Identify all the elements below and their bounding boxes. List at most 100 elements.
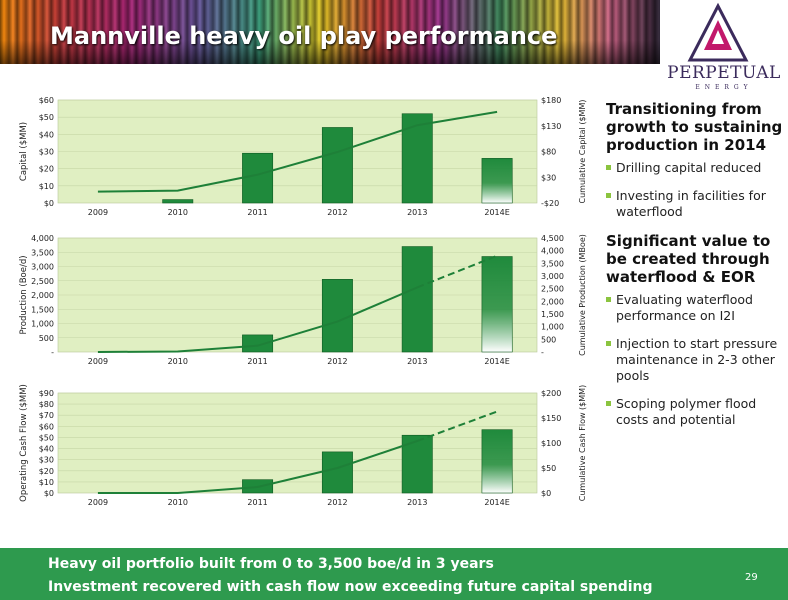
x-tick-label: 2011 bbox=[247, 208, 267, 217]
bar bbox=[242, 334, 274, 353]
y-tick-label: $20 bbox=[39, 165, 54, 174]
series-line-forecast bbox=[416, 254, 498, 289]
sidebar-heading-1: Transitioning from growth to sustaining … bbox=[606, 100, 783, 154]
y-tick-label: 500 bbox=[39, 334, 54, 343]
series-line-forecast bbox=[416, 410, 498, 442]
x-tick-label: 2014E bbox=[484, 208, 509, 217]
x-tick-label: 2012 bbox=[327, 357, 347, 366]
bar bbox=[242, 152, 274, 204]
y2-tick-label: 1,000 bbox=[541, 323, 564, 332]
header-banner bbox=[0, 0, 788, 64]
slide-title: Mannville heavy oil play performance bbox=[50, 22, 558, 50]
perpetual-logo-icon bbox=[687, 2, 749, 62]
y2-tick-label: 2,000 bbox=[541, 297, 564, 306]
sidebar-heading-2: Significant value to be created through … bbox=[606, 232, 771, 286]
bar bbox=[481, 158, 513, 204]
y2-tick-label: $100 bbox=[541, 439, 561, 448]
y-tick-label: $30 bbox=[39, 456, 54, 465]
bar bbox=[401, 113, 433, 204]
bar bbox=[321, 451, 353, 494]
y2-tick-label: 500 bbox=[541, 335, 556, 344]
footer-bar bbox=[0, 548, 788, 600]
logo-sub: ENERGY bbox=[695, 84, 753, 91]
bullet-item: Investing in facilities for waterflood bbox=[606, 188, 784, 220]
y2-tick-label: 2,500 bbox=[541, 285, 564, 294]
logo bbox=[660, 0, 788, 100]
footer-line-1: Heavy oil portfolio built from 0 to 3,50… bbox=[48, 556, 494, 572]
footer-line-2: Investment recovered with cash flow now … bbox=[48, 579, 653, 595]
y-tick-label: 2,000 bbox=[31, 291, 54, 300]
y-axis-title: Production (Boe/d) bbox=[19, 255, 29, 334]
bar bbox=[321, 127, 353, 204]
y-tick-label: $90 bbox=[39, 389, 54, 398]
x-tick-label: 2010 bbox=[168, 357, 188, 366]
y-tick-label: $0 bbox=[44, 199, 54, 208]
header-shade bbox=[0, 40, 788, 64]
bullet-item: Evaluating waterflood performance on I2I bbox=[606, 292, 784, 324]
plot-area bbox=[57, 392, 538, 494]
charts-area: $0 $10 $20 $30 $40 $50 $60 - $20 $30 $80 $130 $180 Ca… bbox=[19, 96, 587, 507]
y-tick-label: 3,500 bbox=[31, 248, 54, 257]
x-tick-label: 2014E bbox=[484, 357, 509, 366]
y2-tick-label: 3,000 bbox=[541, 272, 564, 281]
y-axis-title: Operating Cash Flow ($MM) bbox=[19, 384, 29, 502]
y2-axis-title: Cumulative Production (MBoe) bbox=[578, 234, 587, 356]
sidebar: Transitioning from growth to sustaining … bbox=[606, 100, 784, 440]
x-tick-label: 2010 bbox=[168, 498, 188, 507]
y2-tick-label: $130 bbox=[541, 122, 561, 131]
y-tick-label: $0 bbox=[44, 489, 54, 498]
y-tick-label: $10 bbox=[39, 182, 54, 191]
y-tick-label: - bbox=[51, 348, 54, 357]
x-tick-label: 2012 bbox=[327, 498, 347, 507]
y-tick-label: $40 bbox=[39, 130, 54, 139]
x-tick-label: 2009 bbox=[88, 357, 108, 366]
y-tick-label: 2,500 bbox=[31, 277, 54, 286]
y-axis-title: Capital ($MM) bbox=[19, 122, 29, 181]
bar bbox=[401, 246, 433, 353]
x-tick-label: 2013 bbox=[407, 498, 427, 507]
y-tick-label: 4,000 bbox=[31, 234, 54, 243]
bullet-item: Drilling capital reduced bbox=[606, 160, 784, 176]
y-tick-label: $50 bbox=[39, 433, 54, 442]
x-tick-label: 2009 bbox=[88, 498, 108, 507]
bullet-item: Injection to start pressure maintenance … bbox=[606, 336, 784, 384]
y2-tick-label: $180 bbox=[541, 96, 561, 105]
y-tick-label: 1,500 bbox=[31, 305, 54, 314]
x-tick-label: 2011 bbox=[247, 357, 267, 366]
bar bbox=[481, 256, 513, 353]
y2-tick-label: 4,500 bbox=[541, 234, 564, 243]
x-tick-label: 2013 bbox=[407, 357, 427, 366]
y2-tick-label: $150 bbox=[541, 414, 561, 423]
y2-tick-label: 3,500 bbox=[541, 259, 564, 268]
logo-name: PERPETUAL bbox=[667, 63, 781, 83]
y2-tick-label: $200 bbox=[541, 389, 561, 398]
y2-tick-label: $80 bbox=[541, 148, 556, 157]
y2-axis-title: Cumulative Cash Flow ($MM) bbox=[578, 385, 587, 501]
x-tick-label: 2009 bbox=[88, 208, 108, 217]
y-tick-label: $20 bbox=[39, 467, 54, 476]
y2-axis-title: Cumulative Capital ($MM) bbox=[578, 100, 587, 204]
bar bbox=[321, 279, 353, 353]
y2-tick-label: 4,000 bbox=[541, 247, 564, 256]
x-tick-label: 2014E bbox=[484, 498, 509, 507]
y-tick-label: $60 bbox=[39, 96, 54, 105]
y-tick-label: $60 bbox=[39, 422, 54, 431]
bar bbox=[162, 199, 194, 204]
series-line bbox=[97, 110, 498, 193]
y-tick-label: $30 bbox=[39, 148, 54, 157]
x-tick-label: 2010 bbox=[168, 208, 188, 217]
series-line bbox=[97, 286, 418, 353]
y2-tick-label: $0 bbox=[541, 489, 551, 498]
y2-tick-label: 1,500 bbox=[541, 310, 564, 319]
y-tick-label: $80 bbox=[39, 400, 54, 409]
x-tick-label: 2013 bbox=[407, 208, 427, 217]
bar bbox=[481, 429, 513, 494]
page-number: 29 bbox=[745, 572, 758, 583]
series-line bbox=[97, 440, 418, 494]
bullet-item: Scoping polymer flood costs and potentia… bbox=[606, 396, 784, 428]
y2-tick-label: $30 bbox=[541, 173, 556, 182]
y2-tick-label: - bbox=[541, 348, 544, 357]
x-tick-label: 2011 bbox=[247, 498, 267, 507]
y-tick-label: 1,000 bbox=[31, 320, 54, 329]
y-tick-label: $40 bbox=[39, 445, 54, 454]
